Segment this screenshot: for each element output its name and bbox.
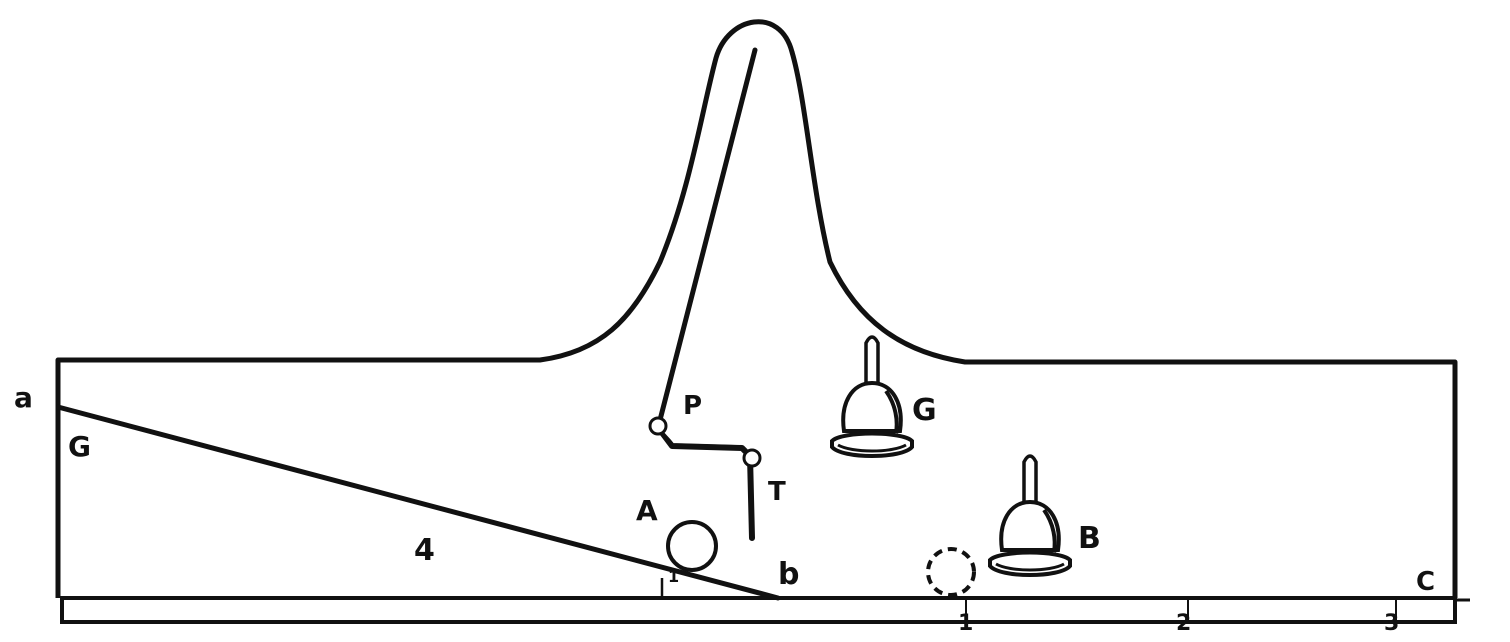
label-b-lower: b [778,557,799,592]
ball-dashed-position [926,547,976,597]
label-4: 4 [414,533,435,568]
scale-label-3: 3 [1384,611,1399,636]
ball-a [666,520,718,572]
base-rail [60,596,1457,624]
pivot-p [648,416,668,436]
bell-b-icon [988,454,1072,577]
trigger-linkage-inner [662,429,741,445]
label-ball-a: A [636,494,658,527]
board-outline [55,19,1458,598]
pendulum-rod [657,47,758,423]
label-p: P [683,391,702,421]
scale-label-2: 2 [1176,611,1191,636]
label-g-incline: G [68,430,91,463]
label-a: a [14,381,33,414]
bell-g-icon [830,335,914,458]
label-b-bell: B [1078,521,1101,556]
label-1-small: 1 [668,567,679,586]
inclined-plane [55,404,781,601]
scale-label-1: 1 [958,611,973,636]
label-c: C [1416,567,1435,597]
label-g-bell: G [912,393,937,428]
trigger-linkage [657,427,755,541]
pivot-t [742,448,762,468]
label-t: T [768,477,786,507]
